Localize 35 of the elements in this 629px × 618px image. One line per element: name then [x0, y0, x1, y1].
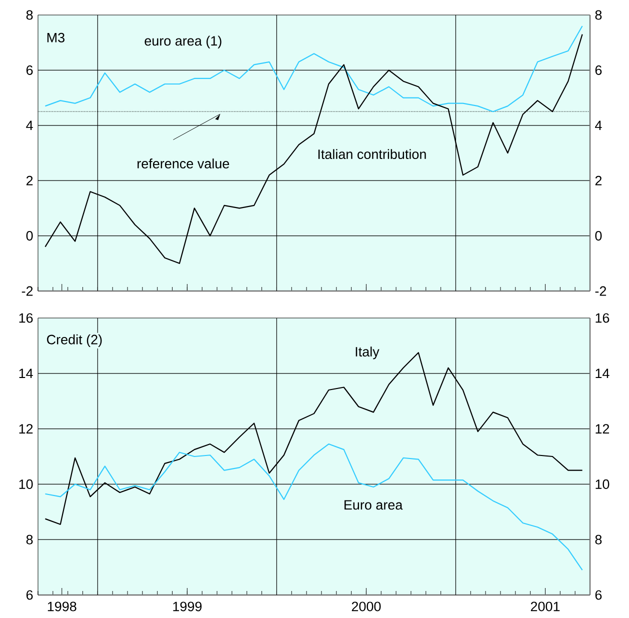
series-label: euro area (1) [144, 36, 222, 48]
y2-tick-label: 0 [595, 231, 602, 241]
text: Credit (2) [47, 334, 102, 347]
y-tick-label: 4 [26, 120, 33, 130]
y2-tick-label: 14 [596, 368, 610, 378]
y2-tick-label: 12 [596, 424, 610, 434]
y-tick-label: 6 [26, 590, 33, 600]
y-tick-label: 0 [26, 231, 33, 241]
series-label: Italy [356, 346, 380, 360]
y-tick-label: 2 [26, 176, 33, 186]
y2-tick-label: 8 [595, 534, 602, 544]
x-tick-label: 2000 [352, 602, 381, 612]
y2-tick-label: -2 [595, 286, 606, 296]
series-label: Italian contribution [318, 149, 426, 160]
y2-tick-label: 2 [595, 176, 602, 186]
x-tick-label: 1998 [48, 602, 76, 612]
y-tick-label: 8 [26, 534, 33, 544]
x-tick-label: 1999 [173, 602, 202, 612]
y2-tick-label: 6 [595, 65, 602, 75]
y-tick-label: 8 [26, 10, 33, 20]
y-tick-label: 12 [19, 424, 33, 434]
y2-tick-label: 6 [595, 590, 602, 600]
series-label: Euro area [344, 500, 403, 510]
y-tick-label: 16 [19, 313, 33, 323]
y-tick-label: 10 [19, 479, 33, 489]
y2-tick-label: 4 [595, 120, 602, 130]
y-tick-label: -2 [22, 286, 33, 296]
y2-tick-label: 10 [596, 479, 610, 489]
x-tick-label: 2001 [530, 602, 560, 612]
y2-tick-label: 8 [595, 10, 602, 20]
y-tick-label: 14 [19, 368, 33, 378]
y2-tick-label: 16 [596, 313, 610, 323]
text: M3 [47, 32, 64, 42]
y-tick-label: 6 [26, 65, 33, 75]
annotation: reference value [138, 158, 230, 168]
